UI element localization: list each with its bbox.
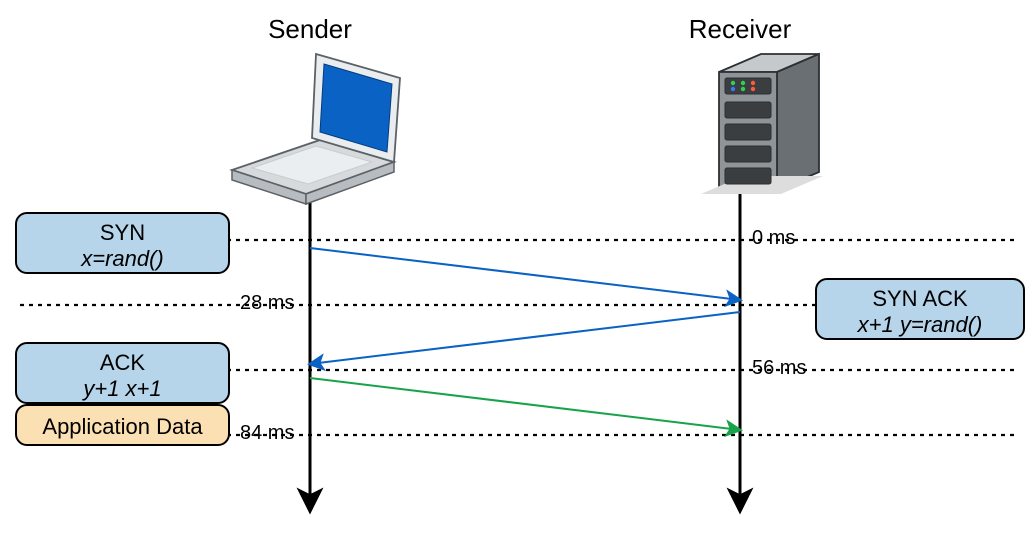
synack-sub: x+1 y=rand() (825, 312, 1015, 338)
time-28ms: 28 ms (240, 292, 294, 315)
syn-sub: x=rand() (25, 246, 220, 272)
syn-title: SYN (25, 220, 220, 246)
appdata-box: Application Data (15, 404, 230, 446)
time-0ms: 0 ms (752, 227, 795, 250)
ack-sub: y+1 x+1 (25, 376, 220, 402)
syn-box: SYN x=rand() (15, 212, 230, 274)
appdata-title: Application Data (25, 414, 220, 440)
synack-title: SYN ACK (825, 286, 1015, 312)
server-icon (701, 54, 823, 194)
laptop-icon (232, 54, 400, 204)
tcp-handshake-diagram: Sender Receiver SYN x=rand() SYN ACK x+1… (0, 0, 1036, 541)
time-56ms: 56 ms (752, 357, 806, 380)
time-84ms: 84 ms (240, 422, 294, 445)
synack-box: SYN ACK x+1 y=rand() (815, 278, 1025, 340)
ack-title: ACK (25, 350, 220, 376)
ack-box: ACK y+1 x+1 (15, 342, 230, 404)
